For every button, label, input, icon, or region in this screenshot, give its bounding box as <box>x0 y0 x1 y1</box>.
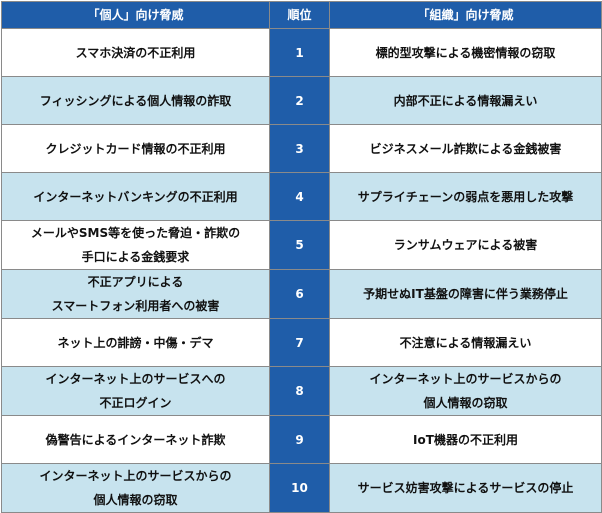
individual-threat-text: インターネット上のサービスからの 個人情報の窃取 <box>39 469 232 507</box>
table-row: フィッシングによる個人情報の詐取 2 内部不正による情報漏えい <box>1 76 602 125</box>
organization-threat-text: 予期せぬIT基盤の障害に伴う業務停止 <box>363 287 568 301</box>
individual-threat-text: メールやSMS等を使った脅迫・詐欺の 手口による金銭要求 <box>30 226 241 264</box>
rank-cell: 7 <box>269 318 330 367</box>
individual-threat-text: フィッシングによる個人情報の詐取 <box>39 93 232 108</box>
table-row: インターネットバンキングの不正利用 4 サプライチェーンの弱点を悪用した攻撃 <box>1 172 602 221</box>
individual-threat-cell: メールやSMS等を使った脅迫・詐欺の 手口による金銭要求 <box>1 220 270 270</box>
individual-threat-cell: インターネット上のサービスへの 不正ログイン <box>1 366 270 416</box>
table-row: クレジットカード情報の不正利用 3 ビジネスメール詐欺による金銭被害 <box>1 124 602 173</box>
organization-threat-cell: 標的型攻撃による機密情報の窃取 <box>329 28 602 77</box>
individual-threat-cell: ネット上の誹謗・中傷・デマ <box>1 318 270 367</box>
table-row: インターネット上のサービスへの 不正ログイン 8 インターネット上のサービスから… <box>1 366 602 416</box>
organization-threat-cell: 不注意による情報漏えい <box>329 318 602 367</box>
organization-threat-text: ランサムウェアによる被害 <box>393 238 538 252</box>
table-body: スマホ決済の不正利用 1 標的型攻撃による機密情報の窃取 フィッシングによる個人… <box>1 28 602 513</box>
organization-threat-text: 不注意による情報漏えい <box>399 335 532 350</box>
table-row: 不正アプリによる スマートフォン利用者への被害 6 予期せぬIT基盤の障害に伴う… <box>1 269 602 319</box>
individual-threat-cell: クレジットカード情報の不正利用 <box>1 124 270 173</box>
organization-threat-text: サービス妨害攻撃によるサービスの停止 <box>357 481 574 495</box>
table-row: 偽警告によるインターネット詐欺 9 IoT機器の不正利用 <box>1 415 602 464</box>
table-row: メールやSMS等を使った脅迫・詐欺の 手口による金銭要求 5 ランサムウェアによ… <box>1 220 602 270</box>
individual-threat-text: スマホ決済の不正利用 <box>75 45 196 60</box>
individual-threat-text: インターネットバンキングの不正利用 <box>33 189 238 204</box>
individual-threat-cell: フィッシングによる個人情報の詐取 <box>1 76 270 125</box>
header-rank: 順位 <box>269 1 330 29</box>
organization-threat-text: インターネット上のサービスからの 個人情報の窃取 <box>369 372 562 410</box>
header-organization-threats: 「組織」向け脅威 <box>329 1 602 29</box>
individual-threat-text: クレジットカード情報の不正利用 <box>45 141 226 156</box>
rank-cell: 3 <box>269 124 330 173</box>
organization-threat-cell: インターネット上のサービスからの 個人情報の窃取 <box>329 366 602 416</box>
organization-threat-cell: 内部不正による情報漏えい <box>329 76 602 125</box>
rank-cell: 9 <box>269 415 330 464</box>
organization-threat-cell: IoT機器の不正利用 <box>329 415 602 464</box>
individual-threat-cell: インターネットバンキングの不正利用 <box>1 172 270 221</box>
table-row: スマホ決済の不正利用 1 標的型攻撃による機密情報の窃取 <box>1 28 602 77</box>
organization-threat-text: 標的型攻撃による機密情報の窃取 <box>375 45 556 60</box>
organization-threat-text: IoT機器の不正利用 <box>413 432 518 447</box>
individual-threat-text: インターネット上のサービスへの 不正ログイン <box>45 372 226 410</box>
individual-threat-cell: インターネット上のサービスからの 個人情報の窃取 <box>1 463 270 513</box>
individual-threat-cell: 偽警告によるインターネット詐欺 <box>1 415 270 464</box>
organization-threat-text: ビジネスメール詐欺による金銭被害 <box>369 141 562 156</box>
rank-cell: 2 <box>269 76 330 125</box>
individual-threat-text: 不正アプリによる スマートフォン利用者への被害 <box>51 275 220 313</box>
rank-cell: 4 <box>269 172 330 221</box>
organization-threat-text: 内部不正による情報漏えい <box>393 93 538 108</box>
table-row: ネット上の誹謗・中傷・デマ 7 不注意による情報漏えい <box>1 318 602 367</box>
rank-cell: 8 <box>269 366 330 416</box>
organization-threat-cell: サービス妨害攻撃によるサービスの停止 <box>329 463 602 513</box>
individual-threat-cell: 不正アプリによる スマートフォン利用者への被害 <box>1 269 270 319</box>
individual-threat-text: ネット上の誹謗・中傷・デマ <box>57 335 214 350</box>
table-header-row: 「個人」向け脅威 順位 「組織」向け脅威 <box>1 1 602 29</box>
individual-threat-text: 偽警告によるインターネット詐欺 <box>45 432 226 447</box>
organization-threat-text: サプライチェーンの弱点を悪用した攻撃 <box>357 189 574 204</box>
individual-threat-cell: スマホ決済の不正利用 <box>1 28 270 77</box>
organization-threat-cell: ビジネスメール詐欺による金銭被害 <box>329 124 602 173</box>
rank-cell: 6 <box>269 269 330 319</box>
table-row: インターネット上のサービスからの 個人情報の窃取 10 サービス妨害攻撃によるサ… <box>1 463 602 513</box>
rank-cell: 5 <box>269 220 330 270</box>
header-individual-threats: 「個人」向け脅威 <box>1 1 270 29</box>
rank-cell: 1 <box>269 28 330 77</box>
organization-threat-cell: サプライチェーンの弱点を悪用した攻撃 <box>329 172 602 221</box>
organization-threat-cell: 予期せぬIT基盤の障害に伴う業務停止 <box>329 269 602 319</box>
organization-threat-cell: ランサムウェアによる被害 <box>329 220 602 270</box>
rank-cell: 10 <box>269 463 330 513</box>
